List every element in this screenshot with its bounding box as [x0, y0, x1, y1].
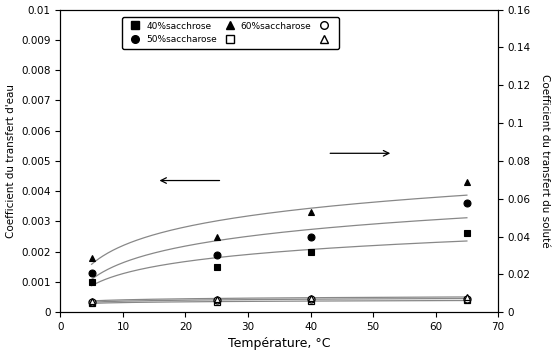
Y-axis label: Coefficient du transfert du soluté: Coefficient du transfert du soluté — [540, 74, 550, 248]
Y-axis label: Coefficient du transfert d'eau: Coefficient du transfert d'eau — [6, 84, 16, 238]
X-axis label: Température, °C: Température, °C — [228, 337, 330, 350]
Legend: 40%sacchrose, 50%saccharose, 60%saccharose, , , : 40%sacchrose, 50%saccharose, 60%saccharo… — [122, 17, 339, 49]
